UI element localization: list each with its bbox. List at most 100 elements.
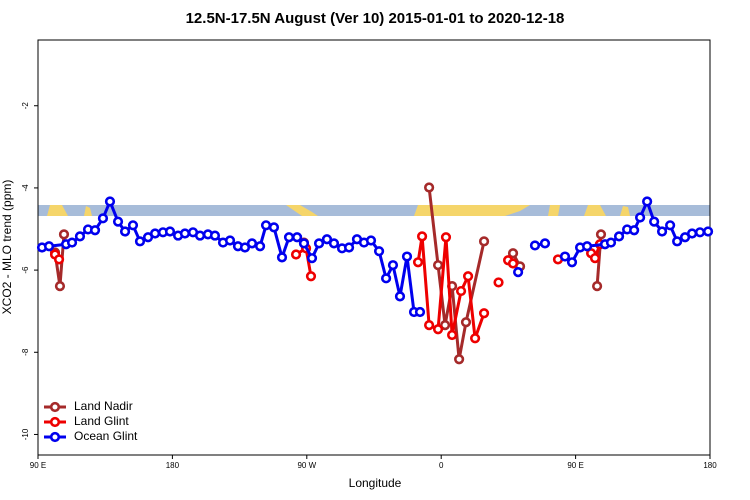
data-point [629, 225, 640, 236]
data-point [613, 231, 625, 242]
data-point [380, 273, 392, 284]
series-line [416, 236, 486, 339]
data-point [313, 238, 325, 249]
data-point [291, 232, 303, 243]
y-tick-label: -8 [21, 348, 30, 356]
data-point [53, 254, 65, 265]
data-point [605, 237, 617, 248]
data-point [454, 354, 465, 365]
data-point [440, 232, 452, 243]
data-point [112, 216, 124, 227]
x-tick-label: 0 [439, 461, 444, 470]
data-point [401, 251, 413, 262]
data-point [539, 238, 551, 249]
data-point [581, 241, 593, 252]
data-point [455, 285, 467, 297]
data-point [686, 228, 698, 239]
y-tick-label: -6 [21, 266, 30, 274]
y-tick-label: -2 [21, 102, 30, 110]
legend-label: Land Nadir [74, 399, 133, 413]
data-point [276, 252, 288, 263]
data-point [507, 248, 519, 259]
data-point [529, 240, 541, 251]
data-point [298, 238, 310, 249]
data-point [649, 216, 660, 227]
data-point [58, 229, 70, 240]
data-point [589, 253, 601, 264]
data-point [592, 281, 603, 292]
data-point [343, 242, 355, 253]
x-tick-label: 90 E [567, 461, 583, 470]
data-point [642, 196, 653, 207]
data-point [54, 281, 66, 292]
data-point [89, 225, 101, 236]
data-point [104, 196, 116, 207]
data-point [365, 235, 377, 246]
data-point [246, 238, 258, 249]
map-strip [38, 205, 710, 216]
data-point [283, 232, 295, 243]
legend-label: Ocean Glint [74, 429, 138, 443]
data-point [134, 236, 146, 247]
data-point [566, 257, 578, 268]
data-point [224, 235, 236, 246]
data-point [432, 260, 444, 271]
data-point [665, 220, 676, 231]
x-axis-label: Longitude [349, 476, 402, 490]
data-point [305, 271, 317, 282]
data-point [268, 222, 280, 233]
y-tick-label: -4 [21, 184, 30, 192]
chart-title: 12.5N-17.5N August (Ver 10) 2015-01-01 t… [186, 10, 565, 27]
data-point [469, 333, 481, 344]
x-tick-label: 90 E [30, 461, 46, 470]
legend-marker [49, 431, 61, 443]
data-point [290, 249, 302, 260]
data-point [394, 291, 406, 302]
data-point [74, 231, 86, 242]
data-point [447, 329, 458, 341]
data-point [43, 241, 55, 252]
legend-label: Land Glint [74, 414, 129, 428]
data-point [635, 212, 646, 223]
data-point [373, 246, 385, 257]
data-point [439, 320, 451, 331]
data-point [694, 227, 706, 238]
data-point [412, 257, 424, 268]
data-point [66, 237, 78, 248]
data-point [493, 277, 504, 288]
data-point [656, 226, 668, 237]
data-point [387, 260, 399, 271]
data-point [424, 182, 435, 193]
data-point [97, 213, 109, 224]
data-point [254, 241, 266, 252]
x-tick-label: 180 [703, 461, 717, 470]
data-point [321, 234, 333, 245]
data-point [164, 226, 176, 237]
data-point [595, 229, 607, 240]
data-point [432, 324, 444, 335]
data-point [179, 228, 191, 239]
data-point [478, 236, 490, 247]
data-point [127, 220, 139, 231]
data-point [416, 231, 428, 242]
data-point [209, 230, 221, 241]
x-tick-label: 90 W [297, 461, 316, 470]
data-point [328, 238, 340, 249]
data-point [513, 267, 524, 278]
legend-marker [49, 401, 61, 413]
x-tick-label: 180 [166, 461, 180, 470]
data-point [239, 242, 251, 253]
y-tick-label: -10 [21, 428, 30, 440]
data-point [460, 317, 472, 328]
data-point [702, 226, 714, 237]
data-point [260, 220, 272, 231]
data-point [559, 251, 571, 262]
legend-marker [49, 416, 61, 428]
data-point [194, 230, 206, 241]
data-point [478, 308, 490, 319]
data-point [414, 306, 426, 318]
y-axis-label: XCO2 - MLO trend (ppm) [0, 180, 14, 315]
data-point [672, 236, 683, 247]
data-point [507, 258, 519, 269]
